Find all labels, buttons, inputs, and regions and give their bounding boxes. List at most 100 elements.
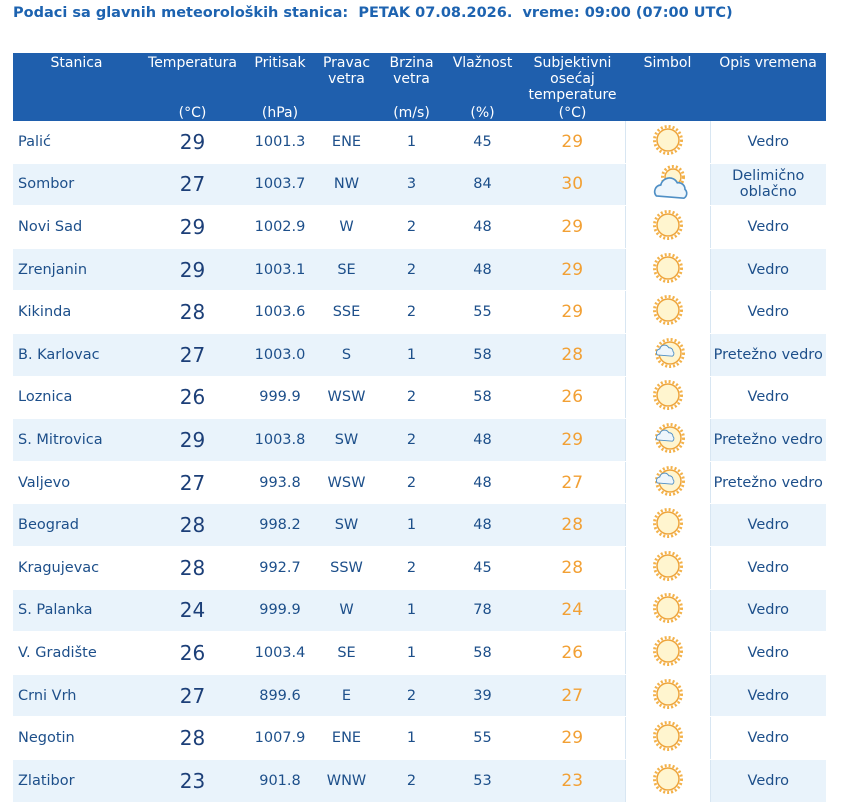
temperature: 27 <box>140 674 245 718</box>
symbol-cell <box>624 759 711 803</box>
symbol-cell <box>624 121 711 164</box>
temperature: 26 <box>140 631 245 675</box>
header-content: Pritisak (hPa) <box>247 53 313 121</box>
weather-icon <box>652 295 683 326</box>
header-name: Temperatura <box>148 55 237 71</box>
description: Delimično oblačno <box>710 163 826 207</box>
station-name: Kragujevac <box>13 546 140 590</box>
station-name: Zlatibor <box>13 759 140 803</box>
wind-direction: WNW <box>315 759 378 803</box>
wind-speed: 2 <box>378 759 445 803</box>
temperature: 27 <box>140 333 245 377</box>
header-row: Stanica Temperatura (°C) Pritisak (hPa) Prava… <box>13 53 826 121</box>
station-row: Palić 29 1001.3 ENE 1 45 29 Vedro <box>13 121 826 164</box>
station-row: V. Gradište 26 1003.4 SE 1 58 26 Vedro <box>13 631 826 675</box>
symbol-cell <box>624 716 711 760</box>
feels-like: 30 <box>520 163 625 207</box>
symbol-cell <box>624 418 711 462</box>
header-unit: (°C) <box>558 105 587 121</box>
station-name: Palić <box>13 121 140 164</box>
header-content: Stanica <box>15 53 138 121</box>
temperature: 28 <box>140 546 245 590</box>
description: Vedro <box>710 589 826 633</box>
weather-icon <box>652 209 683 240</box>
weather-icon <box>652 550 683 581</box>
wind-speed: 1 <box>378 503 445 547</box>
pressure: 993.8 <box>245 461 315 505</box>
symbol-cell <box>624 163 711 207</box>
temperature: 28 <box>140 716 245 760</box>
station-row: Beograd 28 998.2 SW 1 48 28 Vedro <box>13 503 826 547</box>
station-name: Beograd <box>13 503 140 547</box>
feels-like: 28 <box>520 503 625 547</box>
pressure: 999.9 <box>245 376 315 420</box>
station-name: B. Karlovac <box>13 333 140 377</box>
symbol-cell <box>624 589 711 633</box>
temperature: 28 <box>140 290 245 334</box>
symbol-cell <box>624 205 711 249</box>
header-content: Vlažnost (%) <box>447 53 518 121</box>
wind-direction: SSW <box>315 546 378 590</box>
station-row: S. Mitrovica 29 1003.8 SW 2 48 29 Pretežno vedr… <box>13 418 826 462</box>
header-name: Opis vremena <box>719 55 817 71</box>
symbol-cell <box>624 503 711 547</box>
station-row: Sombor 27 1003.7 NW 3 84 30 Delimično oblačno <box>13 163 826 207</box>
temperature: 29 <box>140 248 245 292</box>
weather-icon <box>654 422 685 453</box>
pressure: 1003.0 <box>245 333 315 377</box>
wind-direction: SSE <box>315 290 378 334</box>
feels-like: 23 <box>520 759 625 803</box>
station-name: Zrenjanin <box>13 248 140 292</box>
station-row: Zlatibor 23 901.8 WNW 2 53 23 Vedro <box>13 759 826 803</box>
column-header: Pravac vetra <box>315 53 378 121</box>
station-name: Kikinda <box>13 290 140 334</box>
feels-like: 27 <box>520 461 625 505</box>
humidity: 53 <box>445 759 520 803</box>
wind-speed: 3 <box>378 163 445 207</box>
feels-like: 26 <box>520 376 625 420</box>
pressure: 1003.4 <box>245 631 315 675</box>
station-name: Crni Vrh <box>13 674 140 718</box>
header-unit: (°C) <box>178 105 207 121</box>
column-header: Brzina vetra (m/s) <box>378 53 445 121</box>
header-content: Temperatura (°C) <box>142 53 243 121</box>
weather-icon <box>652 763 683 794</box>
symbol-cell <box>624 248 711 292</box>
temperature: 29 <box>140 121 245 164</box>
wind-direction: WSW <box>315 376 378 420</box>
wind-speed: 2 <box>378 418 445 462</box>
column-header: Vlažnost (%) <box>445 53 520 121</box>
pressure: 1003.8 <box>245 418 315 462</box>
wind-direction: WSW <box>315 461 378 505</box>
header-name: Stanica <box>50 55 103 71</box>
wind-direction: W <box>315 205 378 249</box>
pressure: 1003.6 <box>245 290 315 334</box>
weather-icon <box>652 124 683 155</box>
header-unit: (%) <box>470 105 495 121</box>
weather-icon <box>652 635 683 666</box>
column-header: Pritisak (hPa) <box>245 53 315 121</box>
wind-speed: 2 <box>378 461 445 505</box>
weather-table: Stanica Temperatura (°C) Pritisak (hPa) Prava… <box>13 53 826 803</box>
description: Vedro <box>710 503 826 547</box>
column-header: Subjektivni osećaj temperature (°C) <box>520 53 625 121</box>
description: Vedro <box>710 631 826 675</box>
header-unit: (hPa) <box>261 105 299 121</box>
description: Vedro <box>710 205 826 249</box>
temperature: 29 <box>140 205 245 249</box>
wind-speed: 2 <box>378 674 445 718</box>
pressure: 992.7 <box>245 546 315 590</box>
symbol-cell <box>624 546 711 590</box>
header-name: Pravac vetra <box>322 55 371 87</box>
description: Pretežno vedro <box>710 461 826 505</box>
feels-like: 28 <box>520 333 625 377</box>
weather-icon <box>652 593 683 624</box>
description: Vedro <box>710 716 826 760</box>
symbol-cell <box>624 333 711 377</box>
wind-speed: 2 <box>378 205 445 249</box>
header-content: Pravac vetra <box>317 53 376 121</box>
temperature: 23 <box>140 759 245 803</box>
pressure: 999.9 <box>245 589 315 633</box>
feels-like: 29 <box>520 290 625 334</box>
